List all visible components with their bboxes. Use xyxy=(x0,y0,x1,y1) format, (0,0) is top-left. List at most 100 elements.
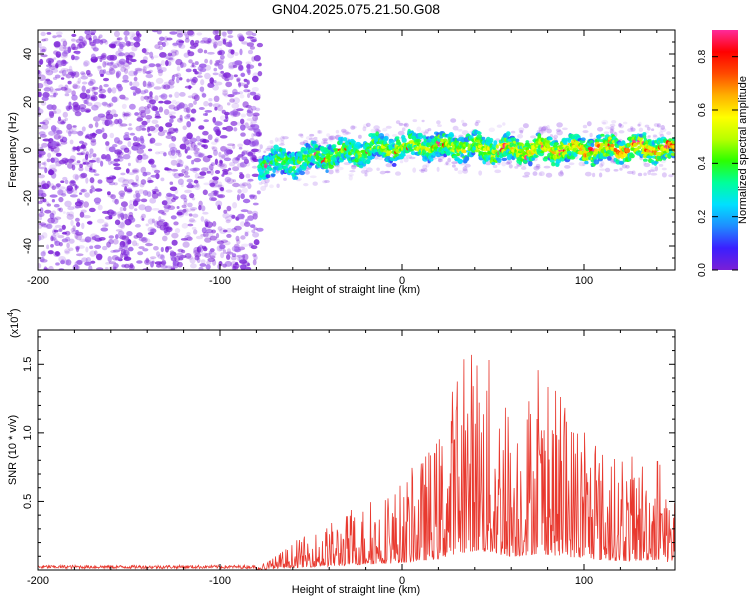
heatmap-noise-cell xyxy=(97,113,106,118)
heatmap-noise-cell xyxy=(204,110,213,113)
heatmap-noise-cell xyxy=(129,36,135,40)
heatmap-noise-cell xyxy=(171,136,177,142)
heatmap-noise-cell xyxy=(87,94,93,101)
heatmap-noise-cell xyxy=(44,93,49,99)
heatmap-noise-cell xyxy=(98,93,105,99)
heatmap-noise-cell xyxy=(124,131,130,136)
heatmap-noise-cell xyxy=(253,133,259,137)
heatmap-noise-cell xyxy=(46,158,51,163)
heatmap-noise-cell xyxy=(224,149,230,156)
heatmap-noise-cell xyxy=(109,123,114,127)
snr-y-tick-label: 1.0 xyxy=(22,425,34,440)
heatmap-noise-cell xyxy=(203,100,209,107)
heatmap-noise-cell xyxy=(230,49,235,55)
heatmap-noise-cell xyxy=(134,67,143,72)
heatmap-noise-cell xyxy=(138,111,143,115)
heatmap-noise-cell xyxy=(204,58,209,64)
heatmap-noise-cell xyxy=(107,191,111,196)
heatmap-noise-cell xyxy=(191,62,195,67)
heatmap-signal-cell xyxy=(626,148,631,154)
heatmap-halo-cell xyxy=(464,163,471,168)
heatmap-noise-cell xyxy=(237,189,242,194)
heatmap-noise-cell xyxy=(38,263,42,269)
heatmap-noise-cell xyxy=(149,257,155,263)
heatmap-noise-cell xyxy=(38,143,41,147)
heatmap-noise-cell xyxy=(142,152,146,157)
heatmap-noise-cell xyxy=(245,61,252,65)
heatmap-noise-cell xyxy=(193,150,199,155)
heatmap-noise-cell xyxy=(145,257,150,264)
heatmap-noise-cell xyxy=(158,100,164,104)
heatmap-noise-cell xyxy=(211,141,218,145)
heatmap-noise-cell xyxy=(152,30,158,33)
heatmap-noise-cell xyxy=(53,41,61,48)
heatmap-noise-cell xyxy=(122,79,130,83)
heatmap-noise-cell xyxy=(50,63,56,68)
heatmap-noise-cell xyxy=(141,120,148,126)
heatmap-signal-cell xyxy=(481,136,486,141)
heatmap-halo-cell xyxy=(312,181,318,186)
heatmap-noise-cell xyxy=(163,84,171,90)
heatmap-noise-cell xyxy=(110,211,115,215)
heatmap-noise-cell xyxy=(214,30,219,34)
heatmap-noise-cell xyxy=(89,148,94,155)
heatmap-noise-cell xyxy=(183,175,191,178)
heatmap-noise-cell xyxy=(123,213,128,220)
heatmap-noise-cell xyxy=(184,115,191,120)
heatmap-noise-cell xyxy=(112,63,120,69)
heatmap-noise-cell xyxy=(117,61,125,68)
snr-y-axis-label: SNR (10 * v/v) xyxy=(7,415,19,485)
heatmap-noise-cell xyxy=(38,189,46,196)
heatmap-noise-cell xyxy=(251,173,260,177)
heatmap-noise-cell xyxy=(132,142,141,147)
heatmap-halo-cell xyxy=(508,164,513,169)
heatmap-noise-cell xyxy=(245,173,251,179)
heatmap-noise-cell xyxy=(176,66,181,72)
heatmap-noise-cell xyxy=(218,151,222,158)
heatmap-noise-cell xyxy=(232,91,241,95)
heatmap-noise-cell xyxy=(90,140,97,147)
heatmap-noise-cell xyxy=(67,45,74,51)
heatmap-noise-cell xyxy=(181,103,188,110)
heatmap-noise-cell xyxy=(238,82,242,88)
heatmap-noise-cell xyxy=(254,139,259,145)
heatmap-noise-cell xyxy=(246,42,255,47)
heatmap-noise-cell xyxy=(163,108,170,116)
heatmap-noise-cell xyxy=(96,157,101,164)
heatmap-halo-cell xyxy=(424,168,428,173)
heatmap-halo-cell xyxy=(610,126,615,131)
heatmap-noise-cell xyxy=(223,209,228,214)
heatmap-noise-cell xyxy=(211,229,217,234)
heatmap-noise-cell xyxy=(217,204,221,210)
heatmap-noise-cell xyxy=(135,30,140,37)
heatmap-noise-cell xyxy=(232,64,238,69)
heatmap-noise-cell xyxy=(80,75,88,80)
heatmap-noise-cell xyxy=(108,67,114,71)
heatmap-noise-cell xyxy=(249,195,255,200)
heatmap-noise-cell xyxy=(148,158,155,165)
heatmap-noise-cell xyxy=(54,216,62,220)
snr-marks xyxy=(38,354,675,570)
heatmap-halo-cell xyxy=(403,122,409,128)
heatmap-halo-cell xyxy=(560,170,563,175)
heatmap-noise-cell xyxy=(176,211,183,216)
heatmap-noise-cell xyxy=(201,245,207,249)
heatmap-noise-cell xyxy=(45,68,51,73)
heatmap-noise-cell xyxy=(57,207,61,211)
heatmap-halo-cell xyxy=(659,127,667,133)
heatmap-noise-cell xyxy=(250,157,256,163)
heatmap-noise-cell xyxy=(232,166,240,172)
heatmap-halo-cell xyxy=(364,173,368,177)
heatmap-noise-cell xyxy=(75,245,81,250)
heatmap-signal-cell xyxy=(299,170,305,176)
heatmap-noise-cell xyxy=(54,240,61,246)
heatmap-noise-cell xyxy=(190,263,197,269)
heatmap-noise-cell xyxy=(152,106,159,112)
heatmap-noise-cell xyxy=(58,242,63,247)
heatmap-noise-cell xyxy=(142,68,146,75)
heatmap-noise-cell xyxy=(79,38,87,44)
heatmap-noise-cell xyxy=(185,68,192,73)
heatmap-noise-cell xyxy=(168,57,174,61)
heatmap-noise-cell xyxy=(94,188,103,192)
heatmap-halo-cell xyxy=(478,170,483,176)
